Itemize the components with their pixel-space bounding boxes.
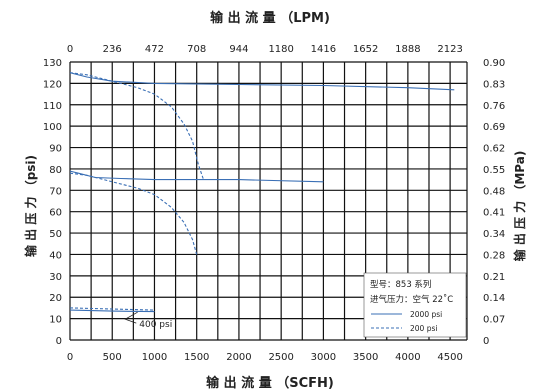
y-tick-label: 80 [49, 165, 62, 176]
series-line-5 [69, 309, 155, 313]
legend: 型号：853 系列 进气压力：空气 22˚C 2000 psi 200 psi [363, 272, 467, 338]
x-axis-title: 输 出 流 量 （SCFH) [206, 375, 334, 391]
top-tick-label: 236 [103, 44, 122, 55]
right-tick-label: 0.90 [483, 58, 505, 69]
legend-item-2000: 2000 psi [410, 310, 442, 319]
y-tick-label: 60 [49, 208, 62, 219]
series-line-1 [69, 72, 455, 91]
x-tick-label: 2000 [226, 352, 251, 363]
right-tick-label: 0.55 [483, 165, 505, 176]
x-tick-label: 0 [67, 352, 73, 363]
y-axis-title-right: 输 出 压 力 （MPa) [512, 151, 527, 262]
top-tick-label: 708 [187, 44, 206, 55]
series-line-2 [69, 72, 205, 180]
x-tick-label: 3000 [311, 352, 336, 363]
right-tick-label: 0.28 [483, 250, 505, 261]
grid [69, 61, 468, 341]
top-tick-label: 1888 [395, 44, 420, 55]
annotation-group: 400 psi [124, 311, 172, 330]
series-line-4 [69, 172, 198, 255]
right-tick-label: 0.14 [483, 293, 505, 304]
right-tick-label: 0.69 [483, 122, 505, 133]
top-tick-label: 1652 [353, 44, 378, 55]
y-tick-label: 90 [49, 144, 62, 155]
y-tick-label: 110 [43, 101, 62, 112]
y-tick-label: 40 [49, 250, 62, 261]
annotation-400psi: 400 psi [139, 320, 172, 330]
y-axis-title-left: 输 出 压 力 （psi) [23, 155, 38, 257]
x-tick-label: 4500 [437, 352, 462, 363]
right-tick-label: 0 [483, 336, 489, 347]
right-tick-label: 0.83 [483, 79, 505, 90]
right-tick-label: 0.41 [483, 208, 505, 219]
y-tick-label: 70 [49, 186, 62, 197]
y-tick-label: 0 [56, 336, 62, 347]
top-tick-label: 1180 [268, 44, 293, 55]
series-line-3 [69, 170, 324, 183]
top-tick-label: 472 [145, 44, 164, 55]
legend-inlet-text: 进气压力：空气 22˚C [370, 294, 453, 305]
top-tick-label: 2123 [437, 44, 462, 55]
legend-box [363, 272, 467, 338]
x-tick-label: 3500 [353, 352, 378, 363]
y-tick-label: 120 [43, 79, 62, 90]
series-line-6 [69, 307, 155, 311]
x-tick-label: 1500 [184, 352, 209, 363]
x-tick-label: 4000 [395, 352, 420, 363]
top-tick-label: 944 [229, 44, 248, 55]
right-tick-label: 0.07 [483, 315, 505, 326]
right-tick-label: 0.62 [483, 144, 505, 155]
x-tick-label: 500 [103, 352, 122, 363]
top-axis-title: 输 出 流 量 （LPM) [210, 10, 330, 26]
right-tick-label: 0.21 [483, 272, 505, 283]
y-tick-label: 20 [49, 293, 62, 304]
legend-model-text: 型号：853 系列 [370, 279, 431, 290]
right-tick-label: 0.76 [483, 101, 505, 112]
x-tick-label: 1000 [142, 352, 167, 363]
y-tick-label: 30 [49, 272, 62, 283]
y-tick-label: 10 [49, 315, 62, 326]
y-tick-label: 50 [49, 229, 62, 240]
top-tick-label: 1416 [311, 44, 336, 55]
right-tick-label: 0.34 [483, 229, 505, 240]
y-tick-label: 130 [43, 58, 62, 69]
x-tick-label: 2500 [268, 352, 293, 363]
top-tick-label: 0 [67, 44, 73, 55]
y-tick-label: 100 [43, 122, 62, 133]
annotation-arrow [124, 311, 138, 324]
right-tick-label: 0.48 [483, 186, 505, 197]
series-group [69, 72, 455, 313]
legend-item-200: 200 psi [410, 324, 437, 333]
